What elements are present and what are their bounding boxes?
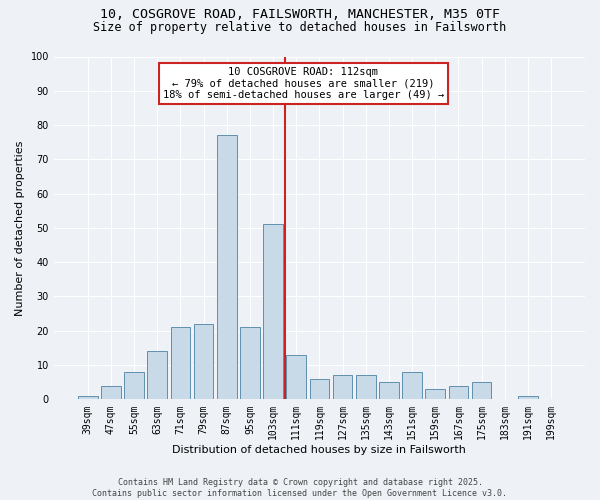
Bar	[101, 386, 121, 400]
Bar	[402, 372, 422, 400]
Bar	[170, 328, 190, 400]
Bar	[518, 396, 538, 400]
Bar	[78, 396, 98, 400]
Bar	[217, 136, 236, 400]
Bar	[310, 379, 329, 400]
Text: Size of property relative to detached houses in Failsworth: Size of property relative to detached ho…	[94, 21, 506, 34]
Text: 10, COSGROVE ROAD, FAILSWORTH, MANCHESTER, M35 0TF: 10, COSGROVE ROAD, FAILSWORTH, MANCHESTE…	[100, 8, 500, 20]
Bar	[194, 324, 214, 400]
Text: 10 COSGROVE ROAD: 112sqm
← 79% of detached houses are smaller (219)
18% of semi-: 10 COSGROVE ROAD: 112sqm ← 79% of detach…	[163, 67, 444, 100]
Bar	[148, 352, 167, 400]
Bar	[356, 376, 376, 400]
Bar	[449, 386, 468, 400]
Bar	[263, 224, 283, 400]
Bar	[425, 389, 445, 400]
Bar	[286, 355, 306, 400]
Bar	[472, 382, 491, 400]
Y-axis label: Number of detached properties: Number of detached properties	[15, 140, 25, 316]
Text: Contains HM Land Registry data © Crown copyright and database right 2025.
Contai: Contains HM Land Registry data © Crown c…	[92, 478, 508, 498]
X-axis label: Distribution of detached houses by size in Failsworth: Distribution of detached houses by size …	[172, 445, 466, 455]
Bar	[240, 328, 260, 400]
Bar	[379, 382, 399, 400]
Bar	[333, 376, 352, 400]
Bar	[124, 372, 144, 400]
